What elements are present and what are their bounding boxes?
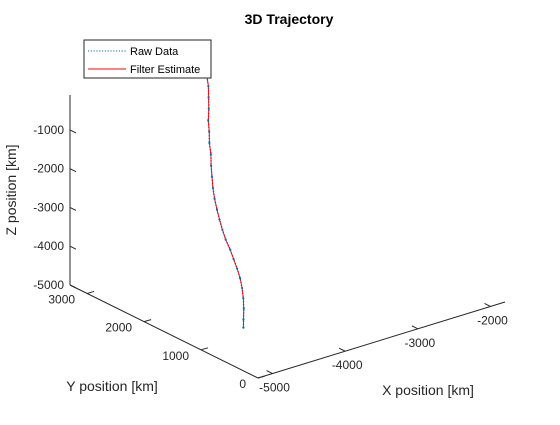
- y-axis-label: Y position [km]: [66, 378, 158, 394]
- y-tick: [257, 375, 266, 379]
- raw-data-point: [207, 107, 210, 110]
- x-axis-line: [257, 301, 506, 379]
- axis-ticks: [69, 129, 491, 379]
- raw-data-point: [215, 208, 219, 211]
- y-tick-label: 2000: [105, 321, 132, 335]
- z-tick-label: -2000: [33, 162, 64, 176]
- raw-data-point: [210, 175, 214, 178]
- y-tick: [86, 290, 95, 294]
- raw-data-point: [207, 96, 210, 99]
- raw-data-point: [208, 141, 211, 144]
- x-tick: [484, 303, 491, 307]
- y-tick: [143, 319, 152, 323]
- raw-data-point: [242, 318, 245, 321]
- raw-data-point: [239, 277, 242, 280]
- z-tick-label: -3000: [33, 200, 64, 214]
- raw-data-point: [209, 164, 213, 167]
- legend-label-filter-estimate: Filter Estimate: [130, 64, 200, 76]
- legend-box: [83, 39, 212, 79]
- z-tick-label: -5000: [33, 278, 64, 292]
- raw-data-point: [242, 297, 245, 300]
- x-tick-label: -2000: [477, 313, 508, 327]
- y-tick-label: 0: [239, 377, 246, 391]
- x-tick: [411, 325, 419, 330]
- x-tick-label: -3000: [404, 336, 435, 350]
- z-tick: [69, 207, 77, 211]
- z-tick: [69, 168, 77, 173]
- x-axis-label: X position [km]: [382, 382, 474, 398]
- y-tick-label: 1000: [162, 349, 189, 363]
- raw-data-point: [235, 267, 239, 270]
- z-axis-label: Z position [km]: [3, 144, 19, 235]
- legend-label-raw-data: Raw Data: [130, 46, 179, 58]
- y-tick-label: 3000: [48, 292, 75, 306]
- data-series: [205, 74, 245, 329]
- z-tick-label: -1000: [33, 123, 64, 137]
- raw-data-point: [240, 286, 244, 290]
- x-tick: [266, 370, 273, 374]
- raw-data-point: [221, 228, 224, 231]
- x-tick: [338, 347, 346, 352]
- z-tick: [69, 284, 77, 289]
- raw-data-point: [207, 119, 210, 122]
- raw-data-point: [209, 153, 212, 156]
- y-tick: [200, 347, 209, 351]
- raw-data-point: [218, 218, 221, 221]
- raw-data-point: [232, 257, 235, 261]
- z-tick: [69, 245, 77, 250]
- legend: Raw Data Filter Estimate: [83, 39, 212, 79]
- raw-data-point: [211, 186, 215, 189]
- raw-data-point: [213, 197, 216, 200]
- x-tick-label: -4000: [332, 358, 363, 372]
- axis-tick-labels: -5000-4000-3000-2000-10000100020003000-5…: [33, 123, 508, 395]
- raw-data-point: [242, 326, 245, 329]
- x-tick-label: -5000: [259, 381, 290, 395]
- z-tick: [69, 129, 77, 134]
- raw-data-point: [229, 248, 232, 251]
- raw-data-point: [242, 307, 245, 310]
- y-axis-line: [69, 284, 259, 379]
- z-tick-label: -4000: [33, 239, 64, 253]
- raw-data-point: [224, 238, 227, 241]
- chart-title: 3D Trajectory: [245, 11, 334, 27]
- raw-data-point: [207, 85, 210, 88]
- raw-data-point: [208, 130, 211, 133]
